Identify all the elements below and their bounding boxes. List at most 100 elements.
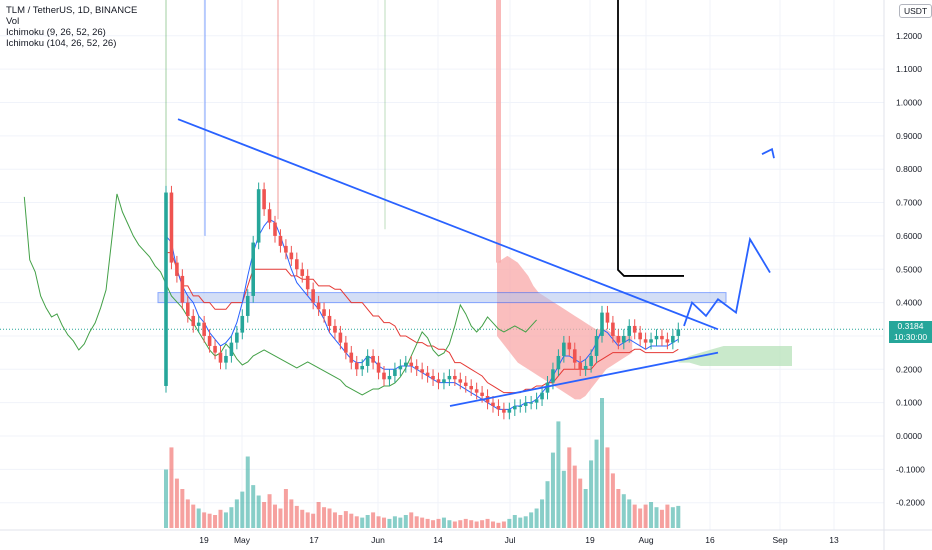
volume-bar	[382, 517, 386, 528]
volume-bar	[621, 494, 626, 528]
indicator-ichimoku-2[interactable]: Ichimoku (104, 26, 52, 26)	[6, 38, 117, 49]
ascending-trendline	[449, 351, 719, 407]
volume-bar	[496, 522, 501, 528]
candle-body	[502, 409, 506, 413]
candle-body	[316, 302, 321, 310]
last-price-tag: 0.3184 10:30:00	[889, 321, 932, 343]
candle-body	[496, 405, 501, 410]
kumo-spike	[496, 0, 501, 263]
candle-body	[354, 362, 359, 370]
indicator-volume[interactable]: Vol	[6, 16, 20, 27]
volume-bar	[398, 517, 403, 528]
volume-bar	[572, 465, 577, 528]
candle-body	[611, 322, 615, 336]
candle-body	[295, 259, 299, 270]
volume-bar	[289, 499, 294, 528]
volume-bar	[409, 512, 414, 528]
kijun-sen-line	[166, 252, 679, 394]
candle-body	[300, 269, 305, 276]
candle-body	[469, 385, 473, 390]
kumo-bearish	[497, 255, 633, 400]
candle-body	[365, 355, 370, 366]
candle-body	[638, 332, 642, 340]
price-tick-label: 1.0000	[896, 98, 922, 108]
volume-bar	[262, 502, 267, 528]
volume-bar	[431, 520, 436, 528]
volume-bar	[305, 512, 310, 528]
horizontal-zone[interactable]	[157, 292, 727, 304]
candle-body	[382, 372, 386, 380]
indicator-ichimoku-1[interactable]: Ichimoku (9, 26, 52, 26)	[6, 27, 106, 38]
volume-bar	[327, 508, 332, 528]
volume-bar	[311, 513, 316, 528]
price-tick-label: 1.1000	[896, 64, 922, 74]
volume-bar	[627, 499, 632, 528]
volume-bar	[485, 518, 490, 528]
candle-body	[289, 252, 294, 260]
candle-body	[218, 352, 223, 363]
time-tick-label: 17	[309, 535, 319, 545]
time-tick-label: Aug	[638, 535, 653, 545]
volume-bar	[294, 505, 299, 528]
volume-bar	[354, 516, 359, 528]
candle-body	[420, 369, 424, 373]
candle-body	[660, 335, 664, 340]
volume-bar	[507, 518, 512, 528]
volume-bar	[349, 513, 354, 528]
volume-bar	[458, 520, 463, 528]
volume-bar	[169, 447, 174, 528]
candle-body	[224, 355, 228, 363]
price-tick-label: 0.9000	[896, 131, 922, 141]
candle-body	[643, 339, 648, 343]
volume-bar	[245, 456, 250, 528]
price-tick-label: 0.2000	[896, 364, 922, 374]
time-tick-label: 16	[705, 535, 715, 545]
candle-body	[665, 339, 670, 343]
price-axis[interactable]: 1.2000 1.1000 1.0000 0.9000 0.8000 0.7000 0.60…	[883, 0, 925, 550]
candle-body	[333, 325, 337, 333]
candle-body	[169, 192, 174, 263]
currency-badge[interactable]: USDT	[899, 4, 932, 18]
volume-bar	[480, 520, 485, 528]
volume-bar	[229, 507, 234, 528]
candle-body	[262, 189, 266, 210]
volume-bar	[550, 452, 555, 528]
candle-body	[540, 392, 544, 400]
candle-body	[186, 302, 190, 316]
price-tick-label: 0.6000	[896, 231, 922, 241]
candle-body	[676, 329, 681, 336]
candle-body	[572, 349, 577, 363]
candle-body	[447, 375, 452, 380]
volume-bar	[616, 489, 621, 528]
symbol-title[interactable]: TLM / TetherUS, 1D, BINANCE	[6, 5, 138, 16]
price-tick-label: 0.1000	[896, 398, 922, 408]
candle-body	[256, 189, 261, 243]
volume-bar	[529, 512, 534, 528]
candle-body	[284, 245, 288, 253]
volume-bar	[452, 521, 457, 528]
trend-drawings[interactable]	[177, 0, 775, 407]
projection-path	[683, 236, 771, 327]
volume-bar	[240, 491, 245, 528]
candle-body	[349, 352, 354, 363]
candle-body	[376, 362, 381, 373]
target-bracket-line	[617, 0, 684, 277]
volume-bar	[610, 473, 615, 528]
volume-bar	[670, 507, 675, 528]
volume-bar	[638, 508, 643, 528]
candle-body	[529, 402, 533, 404]
volume-bar	[376, 516, 381, 528]
price-tick-label: 0.8000	[896, 164, 922, 174]
volume-bar	[578, 478, 583, 528]
candle-body	[458, 379, 463, 383]
time-axis[interactable]: 19 May 17 Jun 14 Jul 19 Aug 16 Sep 13	[0, 529, 932, 545]
candle-body	[240, 315, 245, 333]
volume-bar	[213, 515, 218, 528]
candle-body	[507, 409, 512, 413]
candle-body	[202, 322, 206, 336]
volume-bar	[365, 515, 370, 528]
volume-bar	[556, 421, 561, 528]
volume-bar	[196, 508, 201, 528]
